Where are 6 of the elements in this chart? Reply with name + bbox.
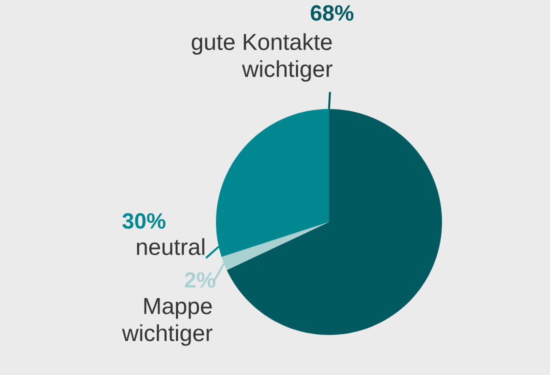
data-label: 30% [122, 213, 166, 229]
slice-label: gute Kontakte wichtiger [192, 33, 332, 82]
data-label: 2% [184, 272, 216, 288]
slice-label: Mappe wichtiger [122, 298, 212, 346]
data-label: 68% [310, 5, 354, 21]
slice-label: neutral [137, 238, 204, 256]
